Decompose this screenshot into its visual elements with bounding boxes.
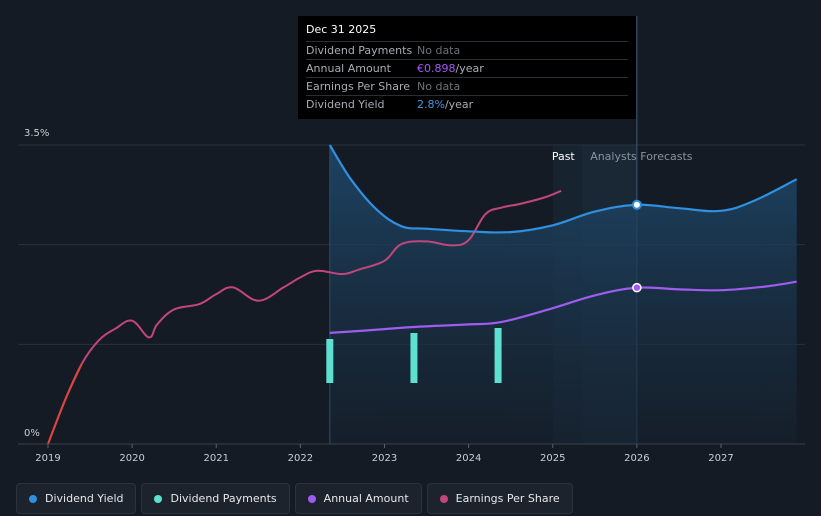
x-tick-label: 2022 bbox=[288, 453, 313, 464]
dividend-yield-value: 2.8% bbox=[417, 98, 445, 111]
legend-label: Earnings Per Share bbox=[455, 492, 560, 505]
tooltip-label: Dividend Yield bbox=[306, 98, 385, 111]
dividend-chart: 3.5% 0% 2019 2020 2021 2022 2023 2024 2025 2026 20… bbox=[18, 16, 805, 464]
yield-area bbox=[329, 145, 797, 444]
tooltip-row-dividend-payments: Dividend Payments No data bbox=[306, 41, 628, 59]
x-tick-label: 2019 bbox=[35, 453, 60, 464]
dividend-yield-line bbox=[328, 144, 798, 234]
forecast-label: Analysts Forecasts bbox=[590, 150, 693, 163]
x-tick-label: 2023 bbox=[372, 453, 397, 464]
legend-label: Dividend Yield bbox=[45, 492, 124, 505]
tooltip-row-annual-amount: Annual Amount €0.898/year bbox=[306, 59, 628, 77]
earnings-per-share-dot-icon bbox=[439, 494, 448, 503]
past-label: Past bbox=[552, 150, 576, 163]
dividend-yield-unit: /year bbox=[444, 98, 474, 111]
legend-label: Annual Amount bbox=[323, 492, 409, 505]
tooltip-value: €0.898/year bbox=[417, 60, 484, 77]
x-tick-label: 2025 bbox=[540, 453, 565, 464]
yield-area-fill bbox=[329, 145, 797, 444]
dividend-payment-bars bbox=[326, 328, 502, 383]
series-lines bbox=[47, 144, 798, 445]
dividend-payment-bar bbox=[494, 328, 502, 383]
earnings-per-share-line bbox=[47, 189, 562, 445]
legend-item-dividend-payments[interactable]: Dividend Payments bbox=[141, 483, 290, 514]
legend-label: Dividend Payments bbox=[170, 492, 277, 505]
y-tick-label: 0% bbox=[24, 428, 40, 439]
tooltip-value: 2.8%/year bbox=[417, 96, 473, 113]
legend: Dividend Yield Dividend Payments Annual … bbox=[16, 483, 573, 514]
legend-item-earnings-per-share[interactable]: Earnings Per Share bbox=[426, 483, 573, 514]
tooltip-row-dividend-yield: Dividend Yield 2.8%/year bbox=[306, 95, 628, 113]
tooltip-label: Dividend Payments bbox=[306, 44, 413, 57]
annual-amount-dot-icon bbox=[307, 494, 316, 503]
dividend-yield-dot-icon bbox=[29, 494, 37, 503]
annual-amount-unit: /year bbox=[455, 62, 484, 75]
annual-amount-line bbox=[329, 280, 797, 334]
x-tick-label: 2020 bbox=[119, 453, 144, 464]
x-tick-label: 2026 bbox=[624, 453, 649, 464]
tooltip-value: No data bbox=[417, 44, 461, 57]
tooltip-row-earnings-per-share: Earnings Per Share No data bbox=[306, 77, 628, 95]
y-tick-label: 3.5% bbox=[24, 128, 49, 139]
tooltip: Dec 31 2025 Dividend Payments No data An… bbox=[298, 16, 636, 119]
annual-amount-value: €0.898 bbox=[417, 62, 456, 75]
axes: 3.5% 0% 2019 2020 2021 2022 2023 2024 2025 2026 20… bbox=[18, 128, 805, 464]
x-tick-label: 2024 bbox=[456, 453, 481, 464]
dividend-yield-marker bbox=[631, 199, 642, 210]
x-tick-label: 2021 bbox=[204, 453, 229, 464]
legend-item-dividend-yield[interactable]: Dividend Yield bbox=[16, 483, 137, 514]
dividend-payments-dot-icon bbox=[154, 494, 163, 503]
annual-amount-marker bbox=[632, 282, 642, 293]
tooltip-label: Earnings Per Share bbox=[306, 80, 411, 93]
dividend-payment-bar bbox=[410, 333, 418, 383]
highlight-markers bbox=[631, 199, 642, 293]
tooltip-value: No data bbox=[417, 80, 461, 93]
x-tick-label: 2027 bbox=[708, 453, 733, 464]
earnings-per-share-negative-segment bbox=[47, 363, 83, 445]
legend-item-annual-amount[interactable]: Annual Amount bbox=[294, 483, 422, 514]
tooltip-label: Annual Amount bbox=[306, 62, 391, 75]
tooltip-date: Dec 31 2025 bbox=[306, 23, 377, 36]
dividend-payment-bar bbox=[326, 339, 334, 383]
